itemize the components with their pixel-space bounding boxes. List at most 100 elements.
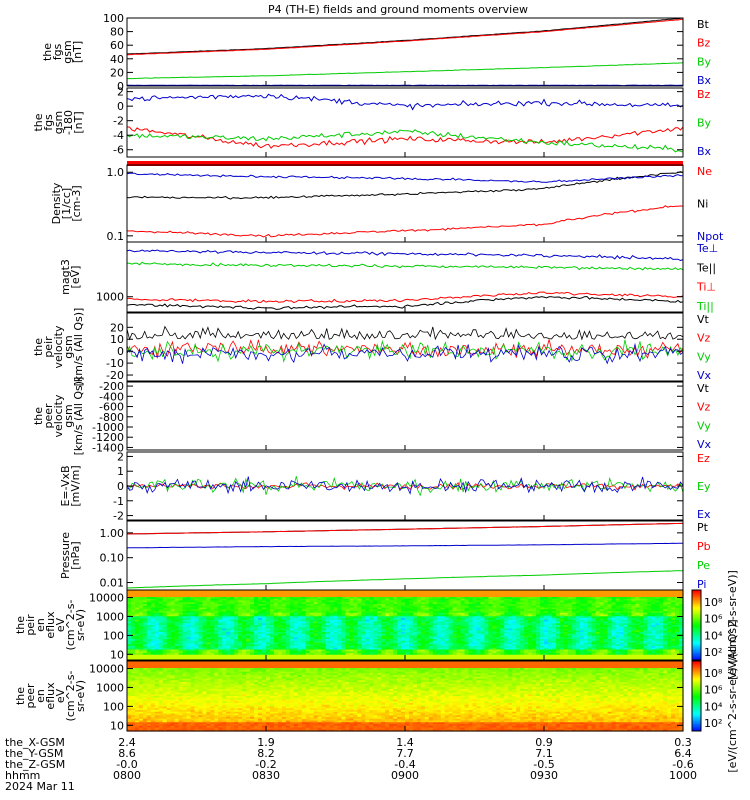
spectrogram-cell (158, 618, 164, 621)
spectrogram-cell (150, 621, 156, 624)
spectrogram-cell (416, 635, 422, 638)
spectrogram-cell (254, 602, 259, 605)
spectrogram-cell (190, 612, 196, 616)
spectrogram-cell (166, 607, 172, 610)
spectrogram-cell (345, 654, 350, 658)
spectrogram-cell (202, 656, 208, 659)
spectrogram-cell (277, 633, 283, 637)
spectrogram-cell (432, 658, 438, 661)
spectrogram-cell (361, 642, 366, 645)
spectrogram-cell (309, 637, 315, 640)
spectrogram-cell (365, 640, 370, 644)
spectrogram-cell (420, 595, 426, 598)
spectrogram-cell (401, 591, 406, 595)
spectrogram-cell (301, 656, 307, 659)
spectrogram-cell (289, 591, 295, 595)
spectrogram-cell (436, 639, 442, 642)
y-tick-label: 0.01 (100, 577, 125, 590)
spectrogram-cell (210, 630, 215, 633)
spectrogram-cell (424, 626, 430, 630)
spectrogram-cell (317, 647, 323, 651)
spectrogram-cell (254, 635, 259, 638)
spectrogram-cell (210, 611, 215, 614)
spectrogram-cell (238, 618, 243, 621)
spectrogram-cell (317, 609, 323, 612)
spectrogram-cell (289, 605, 295, 609)
spectrogram-cell (305, 644, 311, 647)
spectrogram-cell (142, 605, 148, 609)
spectrogram-cell (377, 600, 382, 603)
spectrogram-cell (210, 646, 215, 649)
spectrogram-cell (345, 632, 350, 635)
spectrogram-cell (134, 639, 140, 642)
spectrogram-cell (393, 651, 398, 654)
spectrogram-cell (365, 619, 370, 623)
spectrogram-cell (202, 607, 208, 610)
spectrogram-cell (345, 621, 350, 624)
spectrogram-cell (389, 639, 394, 642)
spectrogram-cell (317, 658, 323, 661)
spectrogram-cell (381, 654, 386, 658)
spectrogram-cell (206, 642, 211, 645)
spectrogram-cell (293, 649, 299, 652)
y-axis-label: E=-VxB (59, 465, 72, 506)
spectrogram-cell (397, 628, 402, 631)
spectrogram-cell (349, 642, 354, 645)
spectrogram-cell (301, 604, 307, 607)
series-Vt (126, 325, 684, 341)
spectrogram-cell (285, 621, 291, 624)
spectrogram-cell (182, 639, 188, 642)
spectrogram-cell (146, 651, 152, 654)
spectrogram-cell (341, 623, 347, 626)
spectrogram-cell (186, 651, 192, 654)
spectrogram-cell (397, 619, 402, 623)
spectrogram-cell (182, 605, 188, 609)
spectrogram-cell (134, 609, 140, 612)
spectrogram-cell (230, 609, 235, 612)
spectrogram-cell (349, 644, 354, 647)
spectrogram-cell (416, 626, 422, 630)
spectrogram-cell (158, 602, 164, 605)
spectrogram-cell (214, 651, 219, 654)
spectrogram-cell (154, 619, 160, 623)
spectrogram-cell (202, 598, 208, 602)
spectrogram-cell (146, 604, 152, 607)
spectrogram-cell (293, 633, 299, 637)
spectrogram-cell (432, 639, 438, 642)
spectrogram-cell (194, 623, 200, 626)
spectrogram-cell (357, 614, 362, 617)
spectrogram-cell (250, 618, 255, 621)
spectrogram-cell (369, 644, 374, 647)
spectrogram-cell (341, 590, 347, 593)
spectrogram-cell (273, 635, 279, 638)
spectrogram-cell (381, 598, 386, 602)
spectrogram-cell (313, 619, 319, 623)
spectrogram-cell (206, 649, 211, 652)
spectrogram-cell (313, 644, 319, 647)
spectrogram-cell (190, 590, 196, 593)
spectrogram-cell (424, 640, 430, 644)
spectrogram-cell (301, 642, 307, 645)
spectrogram-cell (174, 598, 180, 602)
spectrogram-cell (416, 642, 422, 645)
spectrogram-cell (313, 600, 319, 603)
spectrogram-cell (273, 649, 279, 652)
spectrogram-cell (385, 595, 390, 598)
spectrogram-cell (234, 626, 239, 630)
spectrogram-cell (214, 625, 219, 628)
spectrogram-cell (166, 593, 172, 596)
spectrogram-cell (262, 621, 267, 624)
spectrogram-cell (325, 630, 331, 633)
spectrogram-cell (226, 614, 231, 617)
spectrogram-cell (325, 637, 331, 640)
spectrogram-cell (309, 609, 315, 612)
spectrogram-cell (289, 612, 295, 616)
spectrogram-cell (401, 597, 406, 600)
spectrogram-cell (416, 618, 422, 621)
spectrogram-cell (313, 598, 319, 602)
spectrogram-cell (305, 602, 311, 605)
spectrogram-cell (182, 649, 188, 652)
spectrogram-cell (238, 616, 243, 619)
spectrogram-cell (317, 612, 323, 616)
